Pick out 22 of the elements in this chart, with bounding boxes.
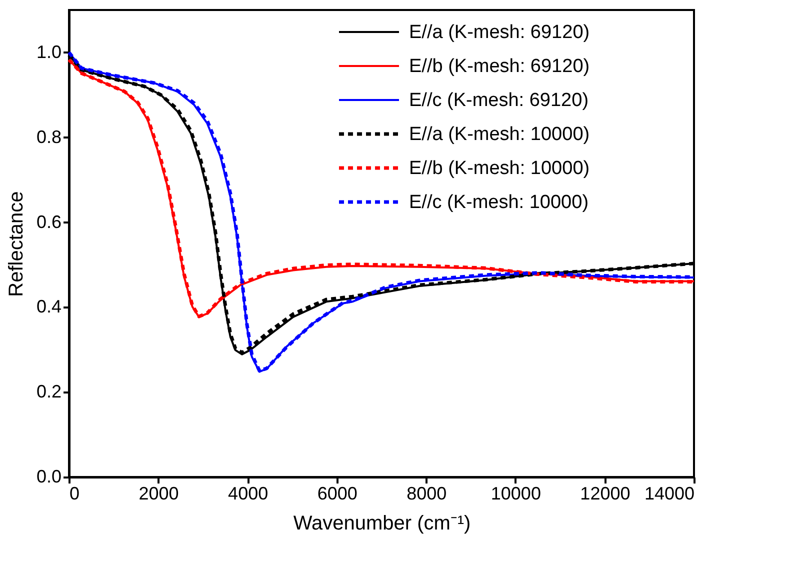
legend-label: E//b (K-mesh: 10000)	[409, 158, 590, 179]
x-tick-label: 6000	[317, 484, 358, 504]
legend-label: E//c (K-mesh: 10000)	[409, 192, 589, 213]
x-tick-label: 12000	[580, 484, 630, 504]
y-tick-label: 0.8	[36, 126, 62, 147]
x-tick-label: 8000	[406, 484, 447, 504]
y-tick-label: 1.0	[36, 42, 62, 62]
legend-label: E//b (K-mesh: 69120)	[409, 56, 590, 77]
y-tick-label: 0.2	[36, 382, 62, 402]
legend-label: E//a (K-mesh: 10000)	[409, 124, 590, 145]
x-axis-title: Wavenumber (cm⁻¹)	[293, 512, 471, 534]
y-tick-label: 0.4	[36, 296, 62, 317]
x-tick-label: 0	[70, 484, 80, 504]
x-tick-label: 2000	[138, 484, 179, 504]
x-tick-label: 14000	[644, 484, 694, 504]
y-tick-label: 0.0	[36, 466, 62, 486]
y-tick-label: 0.6	[36, 212, 62, 232]
legend-label: E//c (K-mesh: 69120)	[409, 90, 589, 111]
y-axis-title: Reflectance	[5, 191, 28, 297]
x-tick-label: 4000	[228, 484, 268, 504]
x-tick-label: 10000	[490, 484, 541, 504]
legend-label: E//a (K-mesh: 69120)	[409, 22, 590, 43]
